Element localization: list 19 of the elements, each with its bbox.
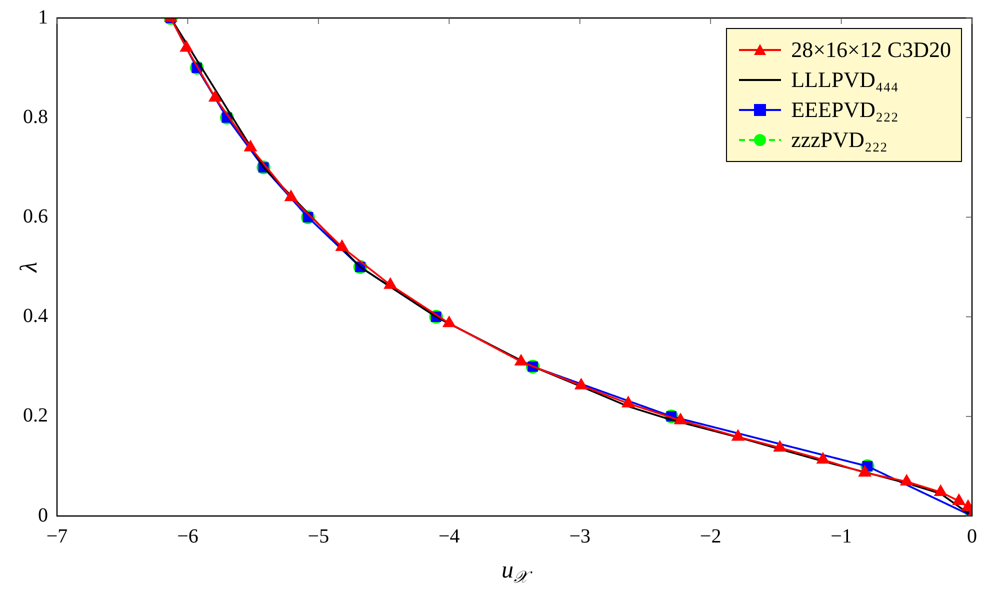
x-tick-label: −3: [569, 525, 590, 548]
y-tick-label: 0: [38, 504, 48, 526]
legend-label: LLLPVD₄₄₄: [791, 66, 898, 94]
legend-label: EEEPVD₂₂₂: [791, 96, 898, 124]
y-axis-title: λ: [16, 262, 42, 274]
x-tick-label: −5: [308, 525, 330, 548]
x-tick-label: −1: [830, 525, 852, 548]
x-tick-label: 0: [967, 525, 977, 548]
y-tick-label: 0.2: [23, 404, 48, 427]
y-tick-label: 1: [38, 6, 48, 28]
legend-label: zzzPVD₂₂₂: [791, 126, 888, 154]
x-tick-label: −6: [177, 525, 198, 548]
legend-label: 28×16×12 C3D20: [791, 36, 951, 64]
x-tick-label: −7: [46, 525, 68, 548]
x-tick-label: −4: [438, 525, 460, 548]
y-tick-label: 0.8: [23, 106, 48, 128]
y-tick-label: 0.4: [23, 305, 48, 328]
y-tick-label: 0.6: [23, 205, 48, 228]
x-tick-label: −2: [700, 525, 722, 548]
